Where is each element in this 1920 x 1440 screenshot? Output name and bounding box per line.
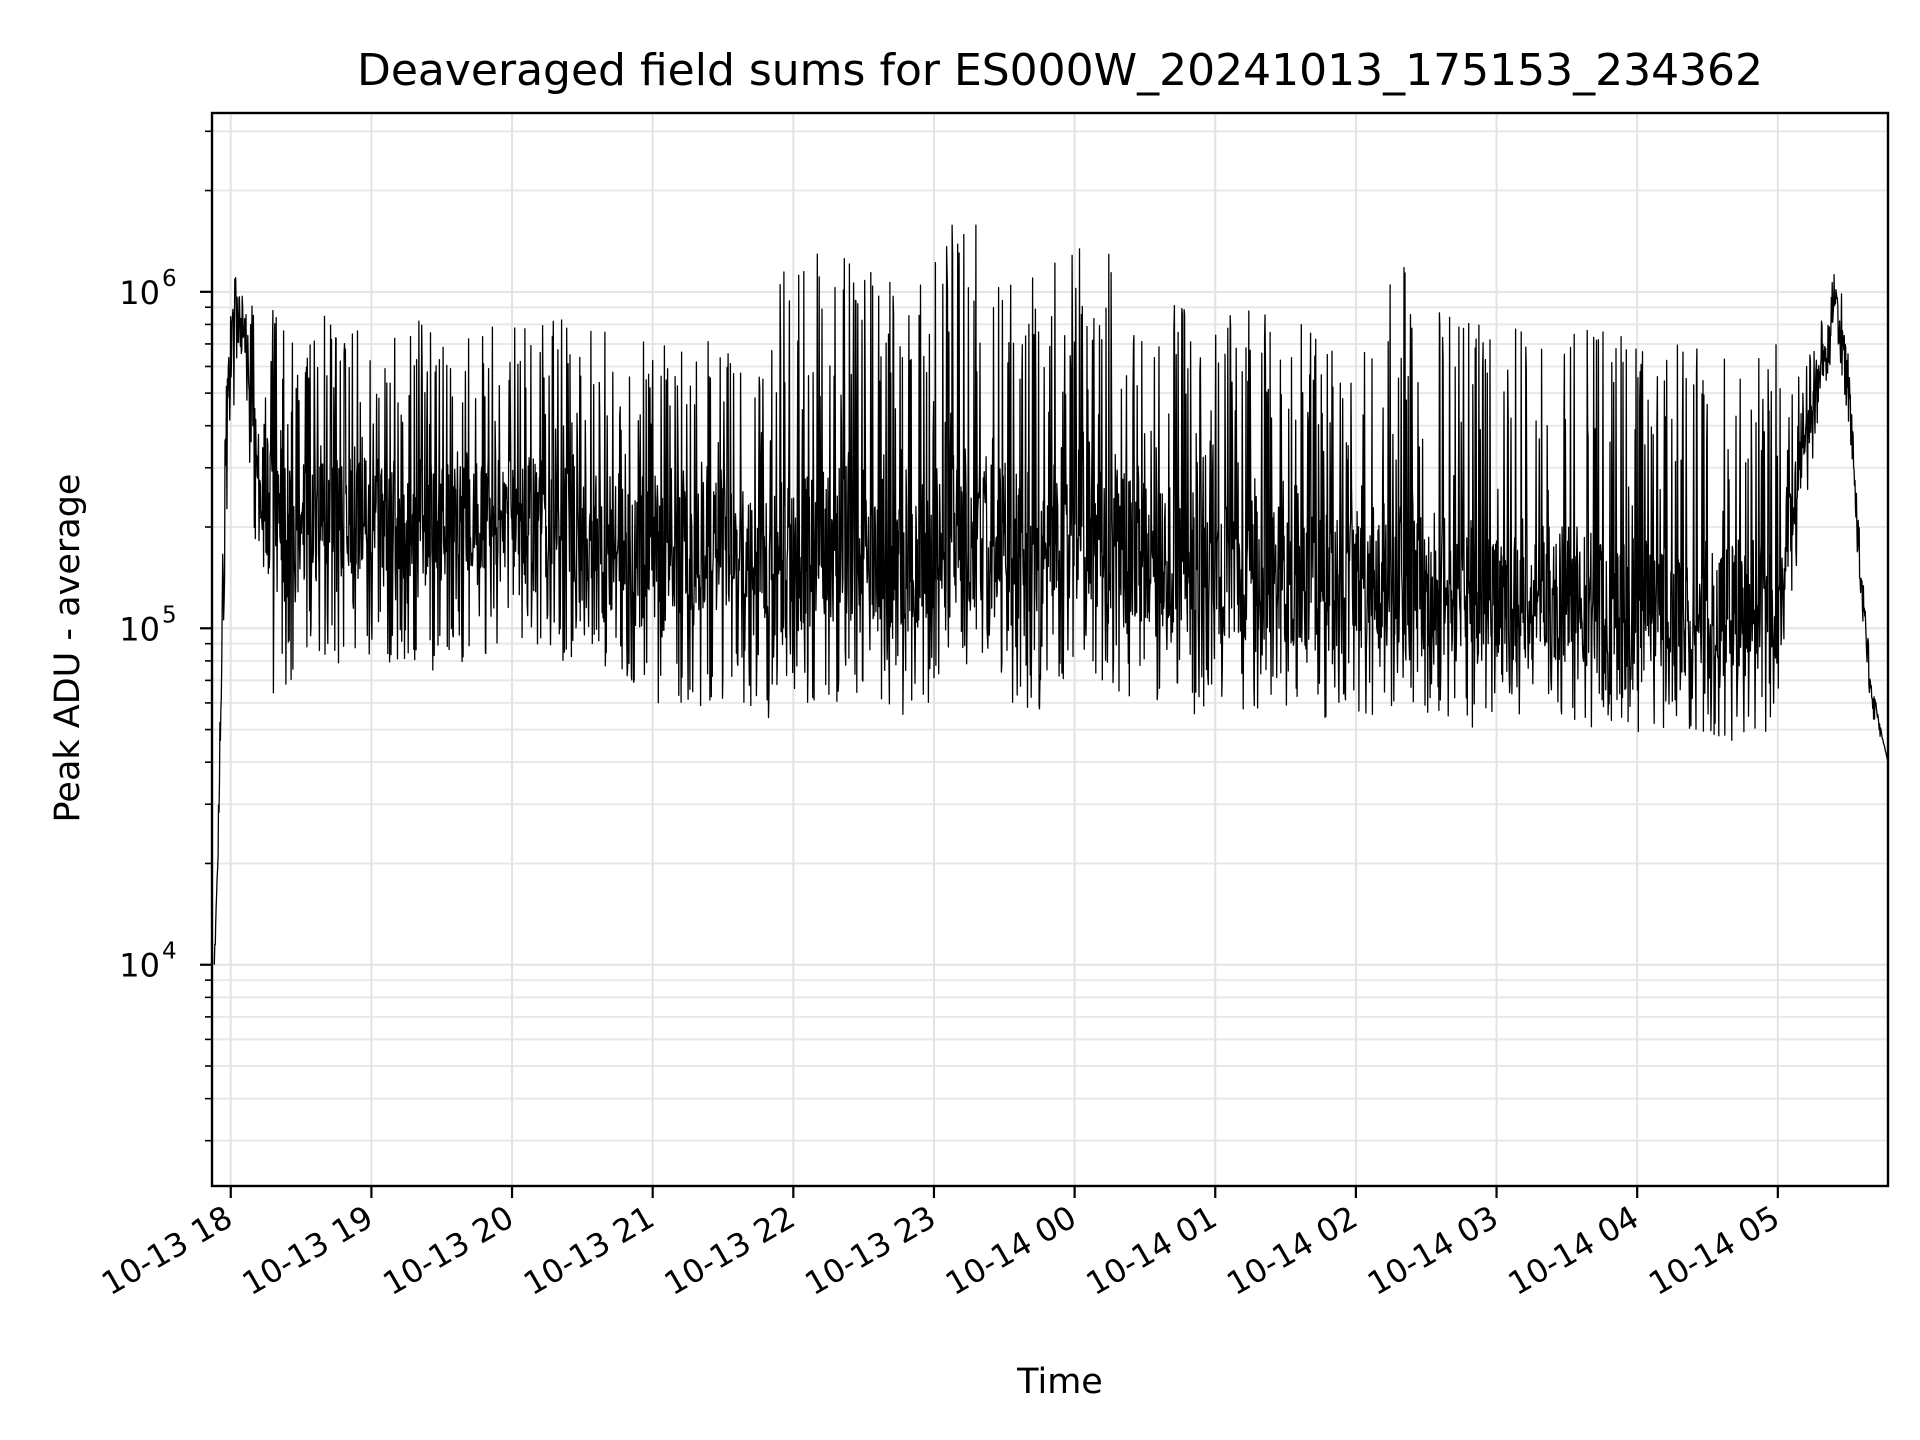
x-tick-label: 10-13 19 (236, 1198, 380, 1303)
x-tick-label: 10-14 00 (939, 1198, 1083, 1303)
x-tick-label: 10-13 21 (517, 1198, 661, 1303)
series-line-0 (213, 224, 1889, 965)
y-tick-label: 10 5 (119, 602, 176, 648)
x-tick-label: 10-14 05 (1642, 1198, 1786, 1303)
x-tick-label: 10-13 22 (658, 1198, 802, 1303)
x-tick-label: 10-13 20 (376, 1198, 520, 1303)
plot-frame (210, 111, 1890, 1188)
x-axis-label: Time (1016, 1362, 1103, 1402)
chart-title: Deaveraged field sums for ES000W_2024101… (357, 45, 1763, 96)
x-tick-label: 10-13 23 (798, 1198, 942, 1303)
y-tick-label-base: 10 (119, 274, 160, 312)
y-tick-label-base: 10 (119, 947, 160, 985)
y-tick-label-base: 10 (119, 610, 160, 648)
series-layer (213, 224, 1889, 965)
y-tick-label: 10 4 (119, 939, 176, 985)
y-axis-label: Peak ADU - average (48, 474, 88, 823)
x-tick-label: 10-14 02 (1220, 1198, 1364, 1303)
x-tick-label: 10-14 03 (1361, 1198, 1505, 1303)
x-tick-label: 10-14 01 (1080, 1198, 1224, 1303)
y-tick-label-exponent: 6 (162, 266, 177, 292)
y-tick-label-exponent: 4 (162, 939, 177, 965)
y-tick-label-exponent: 5 (162, 602, 177, 628)
x-tick-label: 10-13 18 (95, 1198, 239, 1303)
x-tick-label: 10-14 04 (1502, 1198, 1646, 1303)
y-tick-label: 10 6 (119, 266, 176, 312)
